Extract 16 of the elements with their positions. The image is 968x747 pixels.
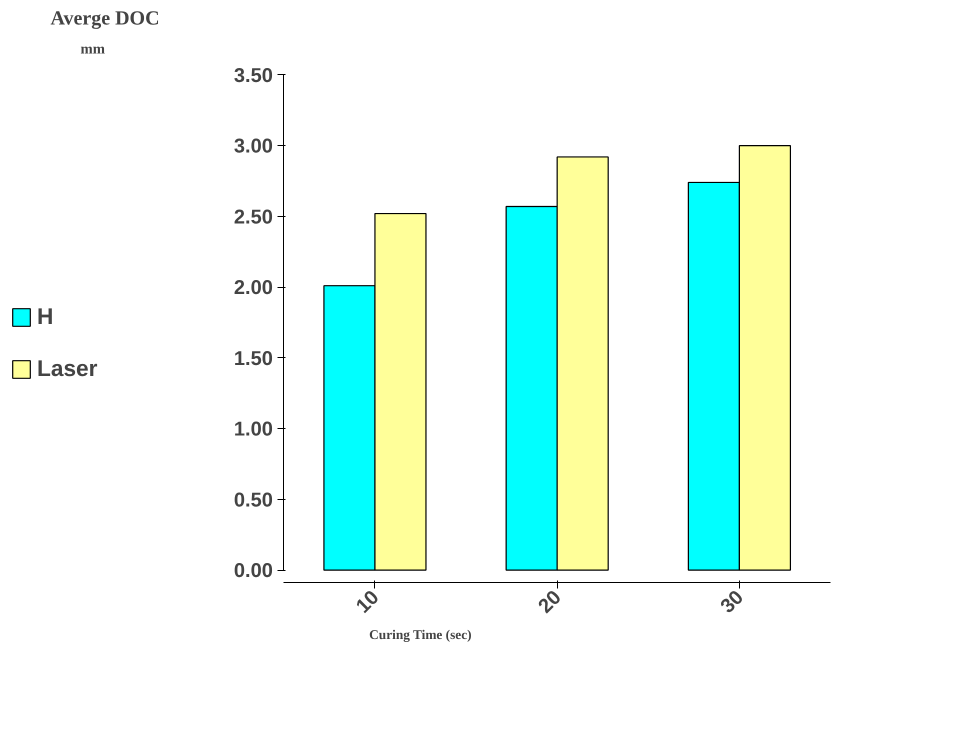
- y-tick-label: 2.50: [234, 206, 273, 228]
- x-axis-title: Curing Time (sec): [369, 627, 472, 642]
- x-tick-label: 20: [534, 586, 566, 618]
- legend-label: H: [37, 303, 54, 330]
- y-tick-label: 3.50: [234, 64, 273, 87]
- y-tick-label: 0.00: [234, 560, 273, 582]
- x-tick-label: 10: [352, 586, 384, 618]
- legend-label: Laser: [37, 355, 98, 382]
- text: mm: [80, 42, 105, 58]
- x-tick-label: 30: [716, 586, 748, 618]
- y-tick-label: 1.00: [234, 418, 273, 441]
- y-tick-label: 1.50: [234, 348, 273, 370]
- y-tick-label: 0.50: [234, 489, 273, 512]
- y-tick-label: 3.00: [234, 136, 273, 158]
- y-tick-label: 2.00: [234, 277, 273, 300]
- text: Averge DOC: [50, 8, 160, 30]
